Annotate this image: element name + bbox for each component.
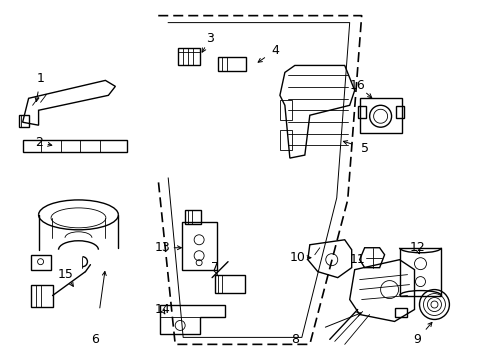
Bar: [185, 210, 201, 224]
Bar: [394, 307, 406, 318]
Text: 6: 6: [91, 333, 99, 346]
Text: 7: 7: [211, 261, 219, 274]
Bar: [182, 222, 217, 270]
Text: 12: 12: [409, 241, 425, 254]
Bar: [395, 106, 403, 118]
Text: 16: 16: [349, 79, 365, 92]
Bar: [399, 248, 441, 296]
Text: 3: 3: [206, 32, 214, 45]
Bar: [218, 58, 245, 71]
Bar: [31, 255, 50, 270]
Text: 4: 4: [270, 44, 278, 57]
Bar: [31, 285, 52, 306]
Text: 11: 11: [349, 253, 365, 266]
Text: 13: 13: [154, 241, 170, 254]
Text: 9: 9: [413, 333, 421, 346]
Bar: [215, 275, 244, 293]
Bar: [279, 130, 291, 150]
Text: 1: 1: [37, 72, 44, 85]
Bar: [357, 106, 365, 118]
Text: 10: 10: [289, 251, 305, 264]
Text: 5: 5: [360, 141, 368, 155]
Text: 14: 14: [154, 303, 170, 316]
Text: 2: 2: [35, 136, 42, 149]
Text: 8: 8: [290, 333, 298, 346]
Bar: [19, 115, 29, 127]
Text: 15: 15: [58, 268, 73, 281]
Bar: [359, 98, 401, 133]
Bar: [22, 140, 127, 152]
Bar: [279, 100, 291, 120]
Bar: [178, 48, 200, 66]
